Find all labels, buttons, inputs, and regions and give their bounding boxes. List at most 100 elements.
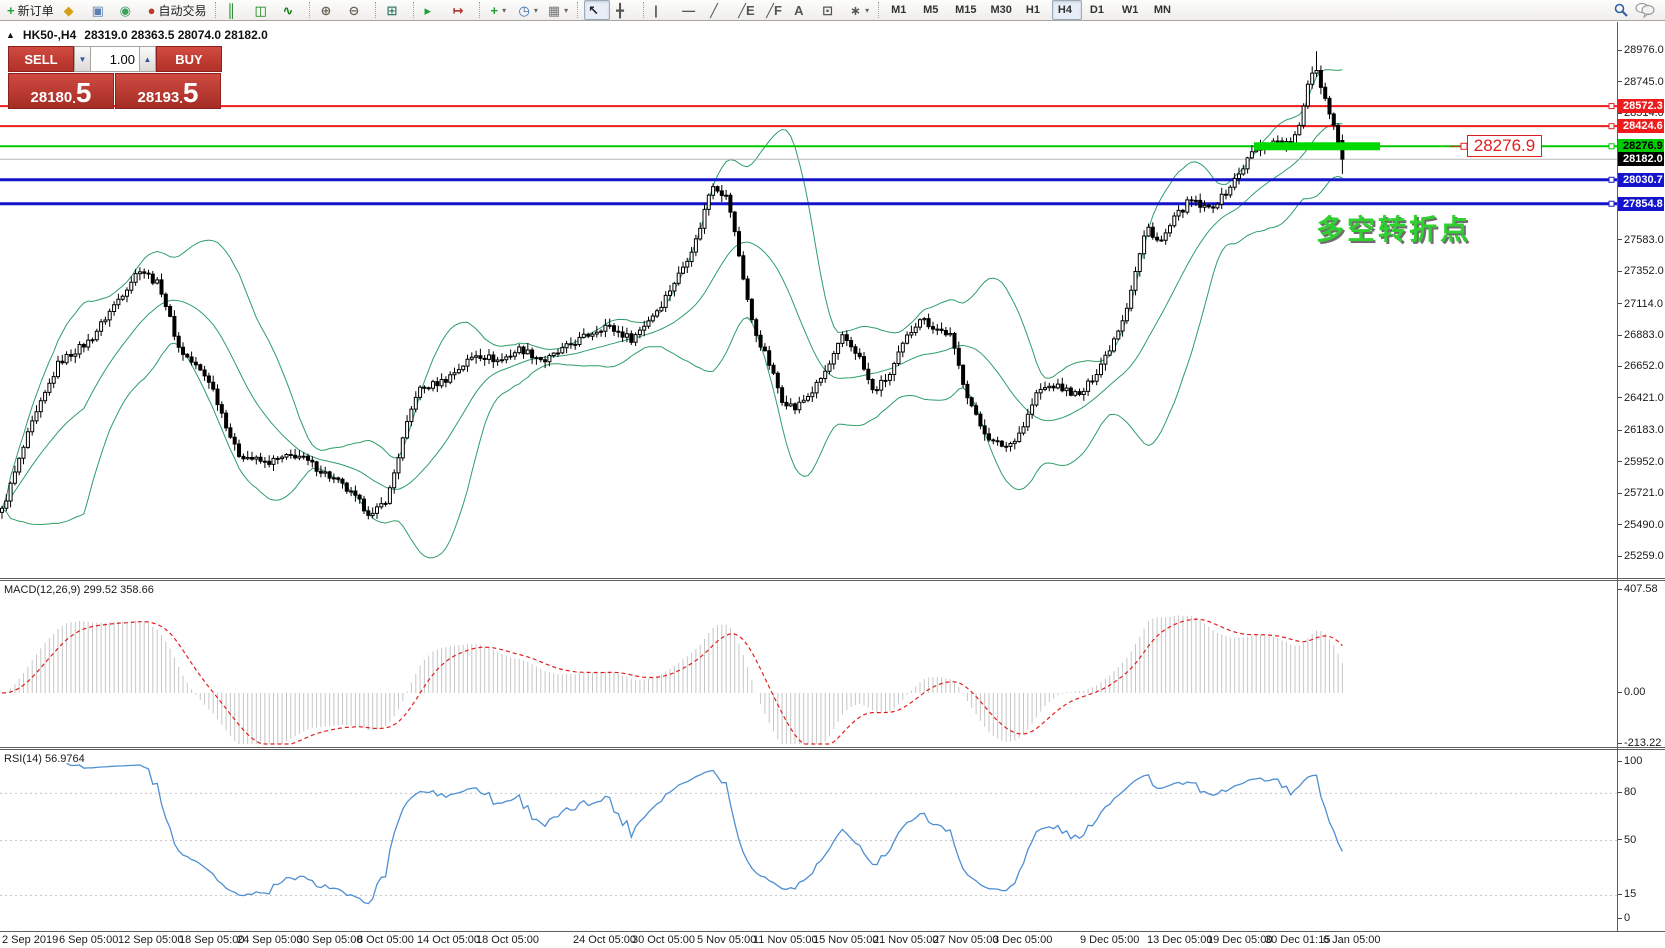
text-button[interactable]: A xyxy=(790,0,816,20)
vertical-line-button[interactable]: | xyxy=(650,0,676,20)
toolbar-separator xyxy=(375,2,377,18)
arrows-dropdown-icon[interactable]: ▾ xyxy=(865,5,870,15)
new-chart-button[interactable]: ◆ xyxy=(60,0,86,20)
text-label-button[interactable]: ⊡ xyxy=(818,0,844,20)
fibonacci-icon: ╱F xyxy=(766,2,782,18)
price-level-callout[interactable]: 28276.9 xyxy=(1467,135,1542,158)
time-label-24-Sep-05-00: 24 Sep 05:00 xyxy=(237,934,303,946)
horizontal-line-button[interactable]: — xyxy=(678,0,704,20)
price-badge-27854.8: 27854.8 xyxy=(1618,196,1664,211)
volume-input[interactable] xyxy=(91,47,139,71)
time-label-30-Dec-01-15: 30 Dec 01:15 xyxy=(1265,934,1331,946)
time-label-11-Nov-05-00: 11 Nov 05:00 xyxy=(753,934,818,946)
time-axis[interactable]: 2 Sep 2019 6 Sep 05:00 12 Sep 05:00 18 Sep … xyxy=(0,932,1665,948)
price-chart-canvas[interactable] xyxy=(0,22,1617,578)
macd-tick--213.22: -213.22 xyxy=(1618,737,1661,749)
new-order-button[interactable]: + 新订单 xyxy=(3,0,58,20)
toolbar-separator xyxy=(643,2,645,18)
search-icon[interactable] xyxy=(1613,2,1629,18)
cursor-button[interactable]: ↖ xyxy=(584,0,611,20)
timeframe-mn-button[interactable]: MN xyxy=(1153,4,1171,16)
macd-tick-0.00: 0.00 xyxy=(1618,686,1645,698)
turning-point-annotation: 多空转折点 xyxy=(1316,214,1472,245)
auto-scroll-icon: ▸ xyxy=(424,2,432,18)
auto-scroll-button[interactable]: ▸ xyxy=(420,0,446,20)
one-click-trading-panel: SELL ▼ ▲ BUY 28180.5 28193.5 xyxy=(8,46,222,109)
main-toolbar: + 新订单 ◆ ▣ ◉ ● 自动交易 ║ ◫ ∿ ⊕ ⊖ ⊞ ▸ ↦ + ▾ ◷ ▾ ▦ ▾ ↖ ╋ | — ╱ ╱E ╱F A ⊡ ∗ ▾ M… xyxy=(0,0,1665,21)
text-icon: A xyxy=(794,2,804,18)
collapse-arrow-icon[interactable]: ▲ xyxy=(6,30,15,40)
price-axis-border xyxy=(1617,22,1618,931)
cursor-icon: ↖ xyxy=(588,2,600,18)
time-label-24-Oct-05-00: 24 Oct 05:00 xyxy=(573,934,636,946)
autotrading-label: 自动交易 xyxy=(158,3,207,18)
periods-button[interactable]: ◷ ▾ xyxy=(514,0,541,20)
price-tick-27352.0: 27352.0 xyxy=(1618,265,1664,277)
rsi-canvas[interactable] xyxy=(0,750,1617,931)
buy-button[interactable]: BUY xyxy=(156,46,222,72)
equidistant-channel-button[interactable]: ╱E xyxy=(734,0,760,20)
timeframe-m15-button[interactable]: M15 xyxy=(955,4,977,16)
periods-dropdown-icon[interactable]: ▾ xyxy=(533,5,538,15)
price-tick-27114.0: 27114.0 xyxy=(1618,298,1663,310)
sell-price-display[interactable]: 28180. 5 xyxy=(8,73,114,109)
bar-chart-button[interactable]: ║ xyxy=(222,0,248,20)
candlestick-chart-button[interactable]: ◫ xyxy=(250,0,276,20)
zoom-out-button[interactable]: ⊖ xyxy=(344,0,370,20)
ohlc-values: 28319.0 28363.5 28074.0 28182.0 xyxy=(84,28,268,42)
price-axis[interactable]: 28976.028745.028514.027814.027583.027352… xyxy=(1618,22,1665,578)
timeframe-d1-button[interactable]: D1 xyxy=(1089,4,1104,16)
timeframe-m5-button[interactable]: M5 xyxy=(923,4,939,16)
macd-label: MACD(12,26,9) 299.52 358.66 xyxy=(4,584,154,596)
timeframe-m1-button[interactable]: M1 xyxy=(891,4,907,16)
line-chart-button[interactable]: ∿ xyxy=(278,0,304,20)
templates-dropdown-icon[interactable]: ▾ xyxy=(564,5,569,15)
price-badge-28276.9: 28276.9 xyxy=(1618,139,1664,154)
fibonacci-button[interactable]: ╱F xyxy=(762,0,788,20)
timeframe-m30-button[interactable]: M30 xyxy=(990,4,1012,16)
time-label-21-Nov-05-00: 21 Nov 05:00 xyxy=(873,934,939,946)
new-order-label: 新订单 xyxy=(17,3,54,18)
rsi-axis[interactable]: 100 80 50 15 0 xyxy=(1618,750,1665,931)
arrows-icon: ∗ xyxy=(850,2,862,18)
zoom-in-button[interactable]: ⊕ xyxy=(316,0,342,20)
timeframe-w1-button[interactable]: W1 xyxy=(1121,4,1139,16)
pane-divider[interactable] xyxy=(0,747,1665,750)
price-tick-26652.0: 26652.0 xyxy=(1618,360,1664,372)
arrows-button[interactable]: ∗ ▾ xyxy=(846,0,873,20)
level-line-marker xyxy=(1608,103,1615,110)
data-window-button[interactable]: ◉ xyxy=(116,0,142,20)
trendline-button[interactable]: ╱ xyxy=(706,0,732,20)
autotrading-button[interactable]: ● 自动交易 xyxy=(144,0,211,20)
volume-decrease-button[interactable]: ▼ xyxy=(74,46,91,72)
macd-canvas[interactable] xyxy=(0,581,1617,747)
pane-divider[interactable] xyxy=(0,578,1665,581)
indicators-dropdown-icon[interactable]: ▾ xyxy=(502,5,507,15)
indicators-button[interactable]: + ▾ xyxy=(486,0,512,20)
highlight-zone[interactable] xyxy=(1254,142,1380,151)
price-tick-26883.0: 26883.0 xyxy=(1618,329,1664,341)
sell-button[interactable]: SELL xyxy=(8,46,74,72)
chat-icon[interactable] xyxy=(1635,2,1655,18)
rsi-tick-100: 100 xyxy=(1618,755,1642,767)
price-tick-27583.0: 27583.0 xyxy=(1618,234,1664,246)
volume-increase-button[interactable]: ▲ xyxy=(139,46,156,72)
horizontal-line-icon: — xyxy=(682,2,696,18)
templates-button[interactable]: ▦ ▾ xyxy=(544,0,572,20)
new-chart-icon: ◆ xyxy=(63,2,74,18)
profiles-button[interactable]: ▣ xyxy=(88,0,114,20)
timeframe-h4-button[interactable]: H4 xyxy=(1051,0,1082,20)
bollinger-upper-band xyxy=(1,69,1343,509)
time-label-14-Oct-05-00: 14 Oct 05:00 xyxy=(417,934,480,946)
buy-price-display[interactable]: 28193. 5 xyxy=(115,73,221,109)
bollinger-lower-band xyxy=(1,175,1343,559)
crosshair-button[interactable]: ╋ xyxy=(612,0,638,20)
toolbar-separator xyxy=(215,2,217,18)
time-label-9-Dec-05-00: 9 Dec 05:00 xyxy=(1080,934,1140,946)
chart-shift-button[interactable]: ↦ xyxy=(448,0,474,20)
tile-windows-button[interactable]: ⊞ xyxy=(382,0,408,20)
timeframe-h1-button[interactable]: H1 xyxy=(1025,4,1040,16)
macd-axis[interactable]: 407.58 0.00 -213.22 xyxy=(1618,581,1665,749)
price-chart-pane: ▲ HK50-,H4 28319.0 28363.5 28074.0 28182… xyxy=(0,22,1617,578)
time-label-19-Dec-05-00: 19 Dec 05:00 xyxy=(1207,934,1273,946)
